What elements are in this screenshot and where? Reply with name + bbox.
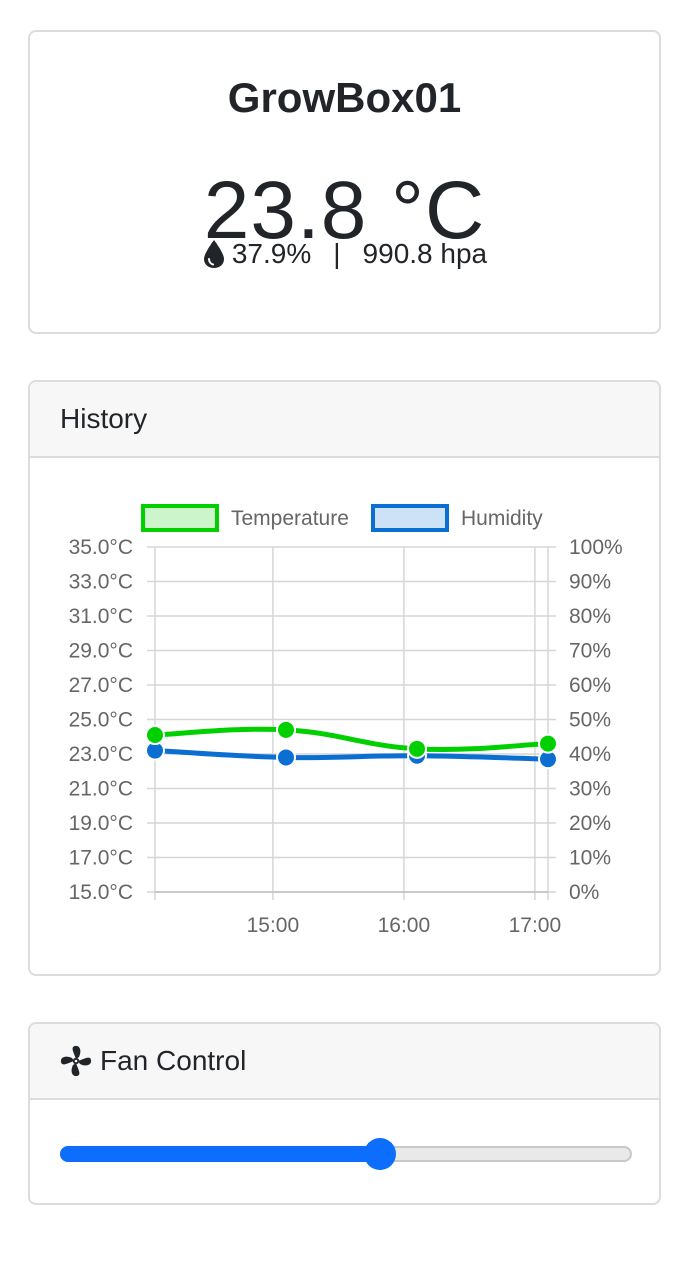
y-right-tick-label: 100% xyxy=(569,536,623,559)
legend-label-temperature: Temperature xyxy=(231,507,349,530)
y-left-tick-label: 33.0°C xyxy=(69,571,133,594)
x-tick-label: 15:00 xyxy=(247,914,300,937)
current-temperature: 23.8 °C xyxy=(203,165,486,256)
x-tick-label: 16:00 xyxy=(378,914,431,937)
y-right-tick-label: 50% xyxy=(569,709,611,732)
fan-slider-thumb[interactable] xyxy=(364,1138,397,1170)
legend-label-humidity: Humidity xyxy=(461,507,543,530)
temperature-point xyxy=(407,738,427,759)
separator: | xyxy=(333,238,341,269)
fan-control-card: Fan Control xyxy=(28,1022,661,1205)
legend-swatch-humidity xyxy=(371,504,449,532)
y-right-tick-label: 30% xyxy=(569,778,611,801)
humidity-point xyxy=(276,747,296,768)
readings-row: 37.9% | 990.8 hpa xyxy=(30,238,659,270)
fan-icon xyxy=(60,1045,92,1077)
humidity-reading: 37.9% xyxy=(231,238,312,269)
fan-speed-slider[interactable] xyxy=(60,1134,632,1174)
fan-slider-fill xyxy=(60,1146,381,1162)
history-title: History xyxy=(60,403,148,434)
y-left-tick-label: 15.0°C xyxy=(69,881,133,904)
y-right-tick-label: 0% xyxy=(569,881,599,904)
y-right-tick-label: 80% xyxy=(569,605,611,628)
y-right-tick-label: 90% xyxy=(569,571,611,594)
y-left-tick-label: 19.0°C xyxy=(69,812,133,835)
temperature-point xyxy=(276,719,296,740)
temperature-point xyxy=(538,733,558,754)
history-chart: 35.0°C 100% 33.0°C 90% 31.0°C 80% 29.0°C 70% 27.… xyxy=(69,504,623,937)
history-card: History 35.0°C 100% 33.0°C 90% 31.0°C 80% 29.0… xyxy=(28,380,661,976)
water-drop-icon xyxy=(203,240,224,268)
y-left-tick-label: 29.0°C xyxy=(69,640,133,663)
y-left-tick-label: 25.0°C xyxy=(69,709,133,732)
temperature-point xyxy=(145,725,165,746)
x-tick-label: 17:00 xyxy=(509,914,562,937)
device-name: GrowBox01 xyxy=(227,74,462,121)
y-left-tick-label: 35.0°C xyxy=(69,536,133,559)
y-right-tick-label: 70% xyxy=(569,640,611,663)
y-left-tick-label: 17.0°C xyxy=(69,847,133,870)
history-header: History xyxy=(30,382,659,458)
humidity-line xyxy=(154,748,549,762)
y-left-tick-label: 27.0°C xyxy=(69,674,133,697)
y-right-tick-label: 20% xyxy=(569,812,611,835)
fan-control-title: Fan Control xyxy=(100,1045,247,1076)
legend-swatch-temperature xyxy=(141,504,219,532)
y-left-tick-label: 31.0°C xyxy=(69,605,133,628)
temperature-line xyxy=(154,726,549,752)
y-right-tick-label: 10% xyxy=(569,847,611,870)
y-left-tick-label: 23.0°C xyxy=(69,743,133,766)
status-card: GrowBox01 23.8 °C 37.9% | 990.8 hpa xyxy=(28,30,661,334)
fan-control-header: Fan Control xyxy=(30,1024,659,1100)
y-left-tick-label: 21.0°C xyxy=(69,778,133,801)
y-right-tick-label: 60% xyxy=(569,674,611,697)
pressure-reading: 990.8 hpa xyxy=(362,238,488,269)
y-right-tick-label: 40% xyxy=(569,743,611,766)
